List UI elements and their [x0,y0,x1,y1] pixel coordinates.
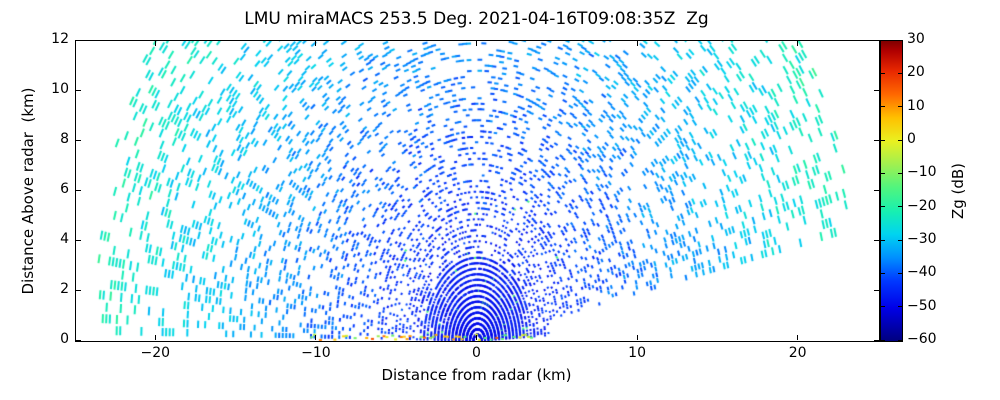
colorbar-tick [881,106,885,108]
colorbar-tick-label: −20 [907,197,937,214]
x-tick-label: 0 [472,345,481,361]
y-axis-tick [76,239,81,241]
y-tick-label: 10 [51,81,69,97]
plot-area [75,40,880,342]
x-axis-tick [476,335,477,340]
colorbar-tick [881,306,885,308]
y-axis-tick-right [874,139,879,141]
colorbar-tick [881,272,885,274]
colorbar-tick-right [898,239,902,241]
colorbar-tick-right [898,72,902,74]
colorbar-tick-label: 20 [907,64,925,81]
y-axis-tick [76,189,81,191]
colorbar-tick-right [898,206,902,208]
colorbar-tick-label: −30 [907,231,937,247]
colorbar-gradient [881,41,902,341]
colorbar-tick-label: −60 [907,331,937,347]
colorbar-tick-right [898,106,902,108]
colorbar-tick-right [898,39,902,41]
x-tick-label: 10 [628,345,647,361]
colorbar-tick-right [898,172,902,174]
x-axis-tick [315,335,317,340]
y-axis-tick-right [874,189,879,191]
colorbar-tick-label: −50 [907,297,937,314]
y-tick-label: 6 [60,181,69,197]
x-tick-label: −10 [301,345,331,361]
y-axis-tick [76,339,81,341]
x-axis-tick-top [797,41,799,46]
y-tick-label: 2 [60,281,69,297]
y-axis-tick-right [874,289,879,291]
y-axis-tick [76,89,81,91]
colorbar-tick [881,39,885,41]
x-axis-tick [797,335,799,340]
colorbar-tick [881,239,885,241]
x-axis-tick [636,335,638,340]
y-tick-label: 12 [51,31,69,47]
y-tick-label: 0 [60,331,69,347]
x-axis-tick-top [315,41,317,46]
rhi-canvas [76,41,879,341]
x-tick-label: −20 [140,345,171,361]
colorbar [880,40,903,342]
y-axis-tick-right [874,239,879,241]
y-axis-label: Distance Above radar (km) [19,87,37,295]
y-axis-tick [76,289,81,291]
colorbar-tick [881,172,885,174]
x-axis-tick-top [476,41,477,46]
x-axis-tick-top [636,41,638,46]
colorbar-tick-label: 0 [907,131,916,147]
y-axis-tick-right [874,89,879,91]
colorbar-label: Zg (dB) [949,162,967,220]
y-axis-tick-right [874,39,879,41]
colorbar-tick [881,139,885,141]
colorbar-tick [881,339,885,341]
y-axis-tick [76,39,81,41]
x-axis-label: Distance from radar (km) [381,366,572,384]
chart-title: LMU miraMACS 253.5 Deg. 2021-04-16T09:08… [244,9,709,29]
colorbar-tick-right [898,306,902,308]
x-axis-tick-top [154,41,156,46]
colorbar-tick-right [898,339,902,341]
y-axis-tick [76,139,81,141]
y-tick-label: 8 [60,131,69,147]
x-tick-label: 20 [788,345,807,361]
colorbar-tick [881,72,885,74]
colorbar-tick-label: 30 [907,31,925,47]
colorbar-tick [881,206,885,208]
y-tick-label: 4 [60,231,69,247]
y-axis-tick-right [874,339,879,341]
colorbar-tick-right [898,139,902,141]
colorbar-tick-label: 10 [907,97,925,114]
colorbar-tick-label: −10 [907,164,937,181]
colorbar-tick-right [898,272,902,274]
colorbar-tick-label: −40 [907,264,937,281]
x-axis-tick [154,335,156,340]
